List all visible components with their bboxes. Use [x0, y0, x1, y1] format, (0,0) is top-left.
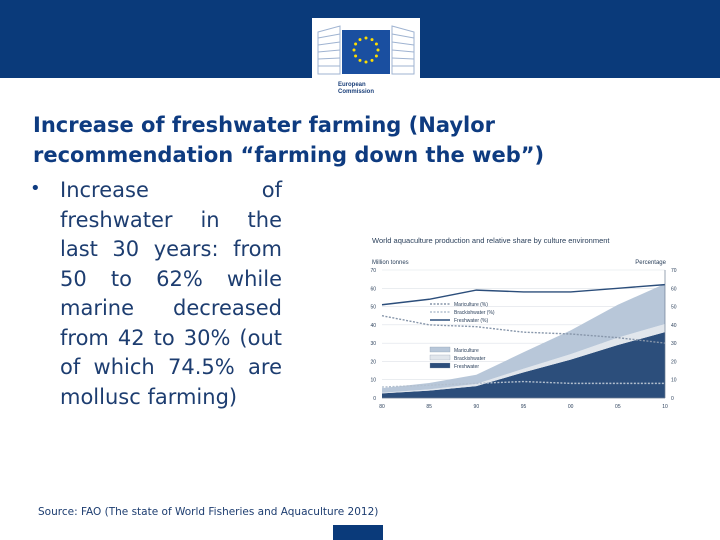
- logo-label-line2: Commission: [338, 89, 375, 95]
- y-tick-left-0: 0: [373, 396, 376, 402]
- x-tick-00: 00: [568, 404, 574, 410]
- aquaculture-chart: World aquaculture production and relativ…: [370, 236, 677, 410]
- area-freshwater: [382, 332, 665, 398]
- x-tick-90: 90: [474, 404, 480, 410]
- european-commission-logo: [312, 18, 420, 100]
- y-tick-right-0: 0: [671, 396, 674, 402]
- y-tick-left-50: 50: [370, 305, 376, 311]
- logo-label-line1: European: [338, 82, 366, 88]
- legend-area-label: Brackishwater: [454, 356, 486, 362]
- x-tick-85: 85: [426, 404, 432, 410]
- slide-title: Increase of freshwater farming (Naylor r…: [33, 113, 545, 167]
- y-tick-right-40: 40: [671, 323, 677, 329]
- chart-ylabel-left: Million tonnes: [372, 260, 409, 266]
- y-tick-left-40: 40: [370, 323, 376, 329]
- y-tick-left-60: 60: [370, 286, 376, 292]
- bullet-list: • Increase of freshwater in the last 30 …: [30, 176, 282, 412]
- y-tick-left-20: 20: [370, 359, 376, 365]
- y-tick-left-10: 10: [370, 378, 376, 384]
- footer-block: [333, 525, 383, 540]
- y-tick-right-30: 30: [671, 341, 677, 347]
- y-tick-left-70: 70: [370, 268, 376, 274]
- legend-area-swatch: [429, 362, 451, 369]
- legend-area-label: Freshwater: [454, 364, 479, 370]
- line-freshwater: [381, 283, 666, 306]
- logo-label: European Commission: [338, 82, 374, 96]
- eu-stars-icon: [352, 36, 380, 64]
- legend-area-swatch: [429, 346, 451, 353]
- legend-line-label: Mariculture (%): [454, 302, 488, 308]
- source-note: Source: FAO (The state of World Fisherie…: [38, 506, 379, 518]
- bullet-dot-icon: •: [30, 178, 41, 199]
- line-brackishwater: [381, 380, 665, 388]
- area-mariculture: [382, 283, 665, 393]
- x-tick-80: 80: [379, 404, 385, 410]
- y-tick-right-10: 10: [671, 378, 677, 384]
- chart-ylabel-right: Percentage: [635, 260, 666, 266]
- y-tick-right-60: 60: [671, 286, 677, 292]
- legend-line-label: Brackishwater (%): [454, 310, 495, 316]
- logo-building-icon: [317, 25, 415, 75]
- legend-line-label: Freshwater (%): [454, 318, 489, 324]
- x-tick-10: 10: [662, 404, 668, 410]
- chart-title: World aquaculture production and relativ…: [372, 236, 610, 245]
- legend-area-swatch: [429, 354, 451, 361]
- y-tick-left-30: 30: [370, 341, 376, 347]
- y-tick-right-70: 70: [671, 268, 677, 274]
- bullet-text: Increase of freshwater in the last 30 ye…: [60, 178, 282, 409]
- y-tick-right-20: 20: [671, 359, 677, 365]
- x-tick-95: 95: [521, 404, 527, 410]
- legend-area-label: Mariculture: [454, 348, 479, 354]
- y-tick-right-50: 50: [671, 305, 677, 311]
- x-tick-05: 05: [615, 404, 621, 410]
